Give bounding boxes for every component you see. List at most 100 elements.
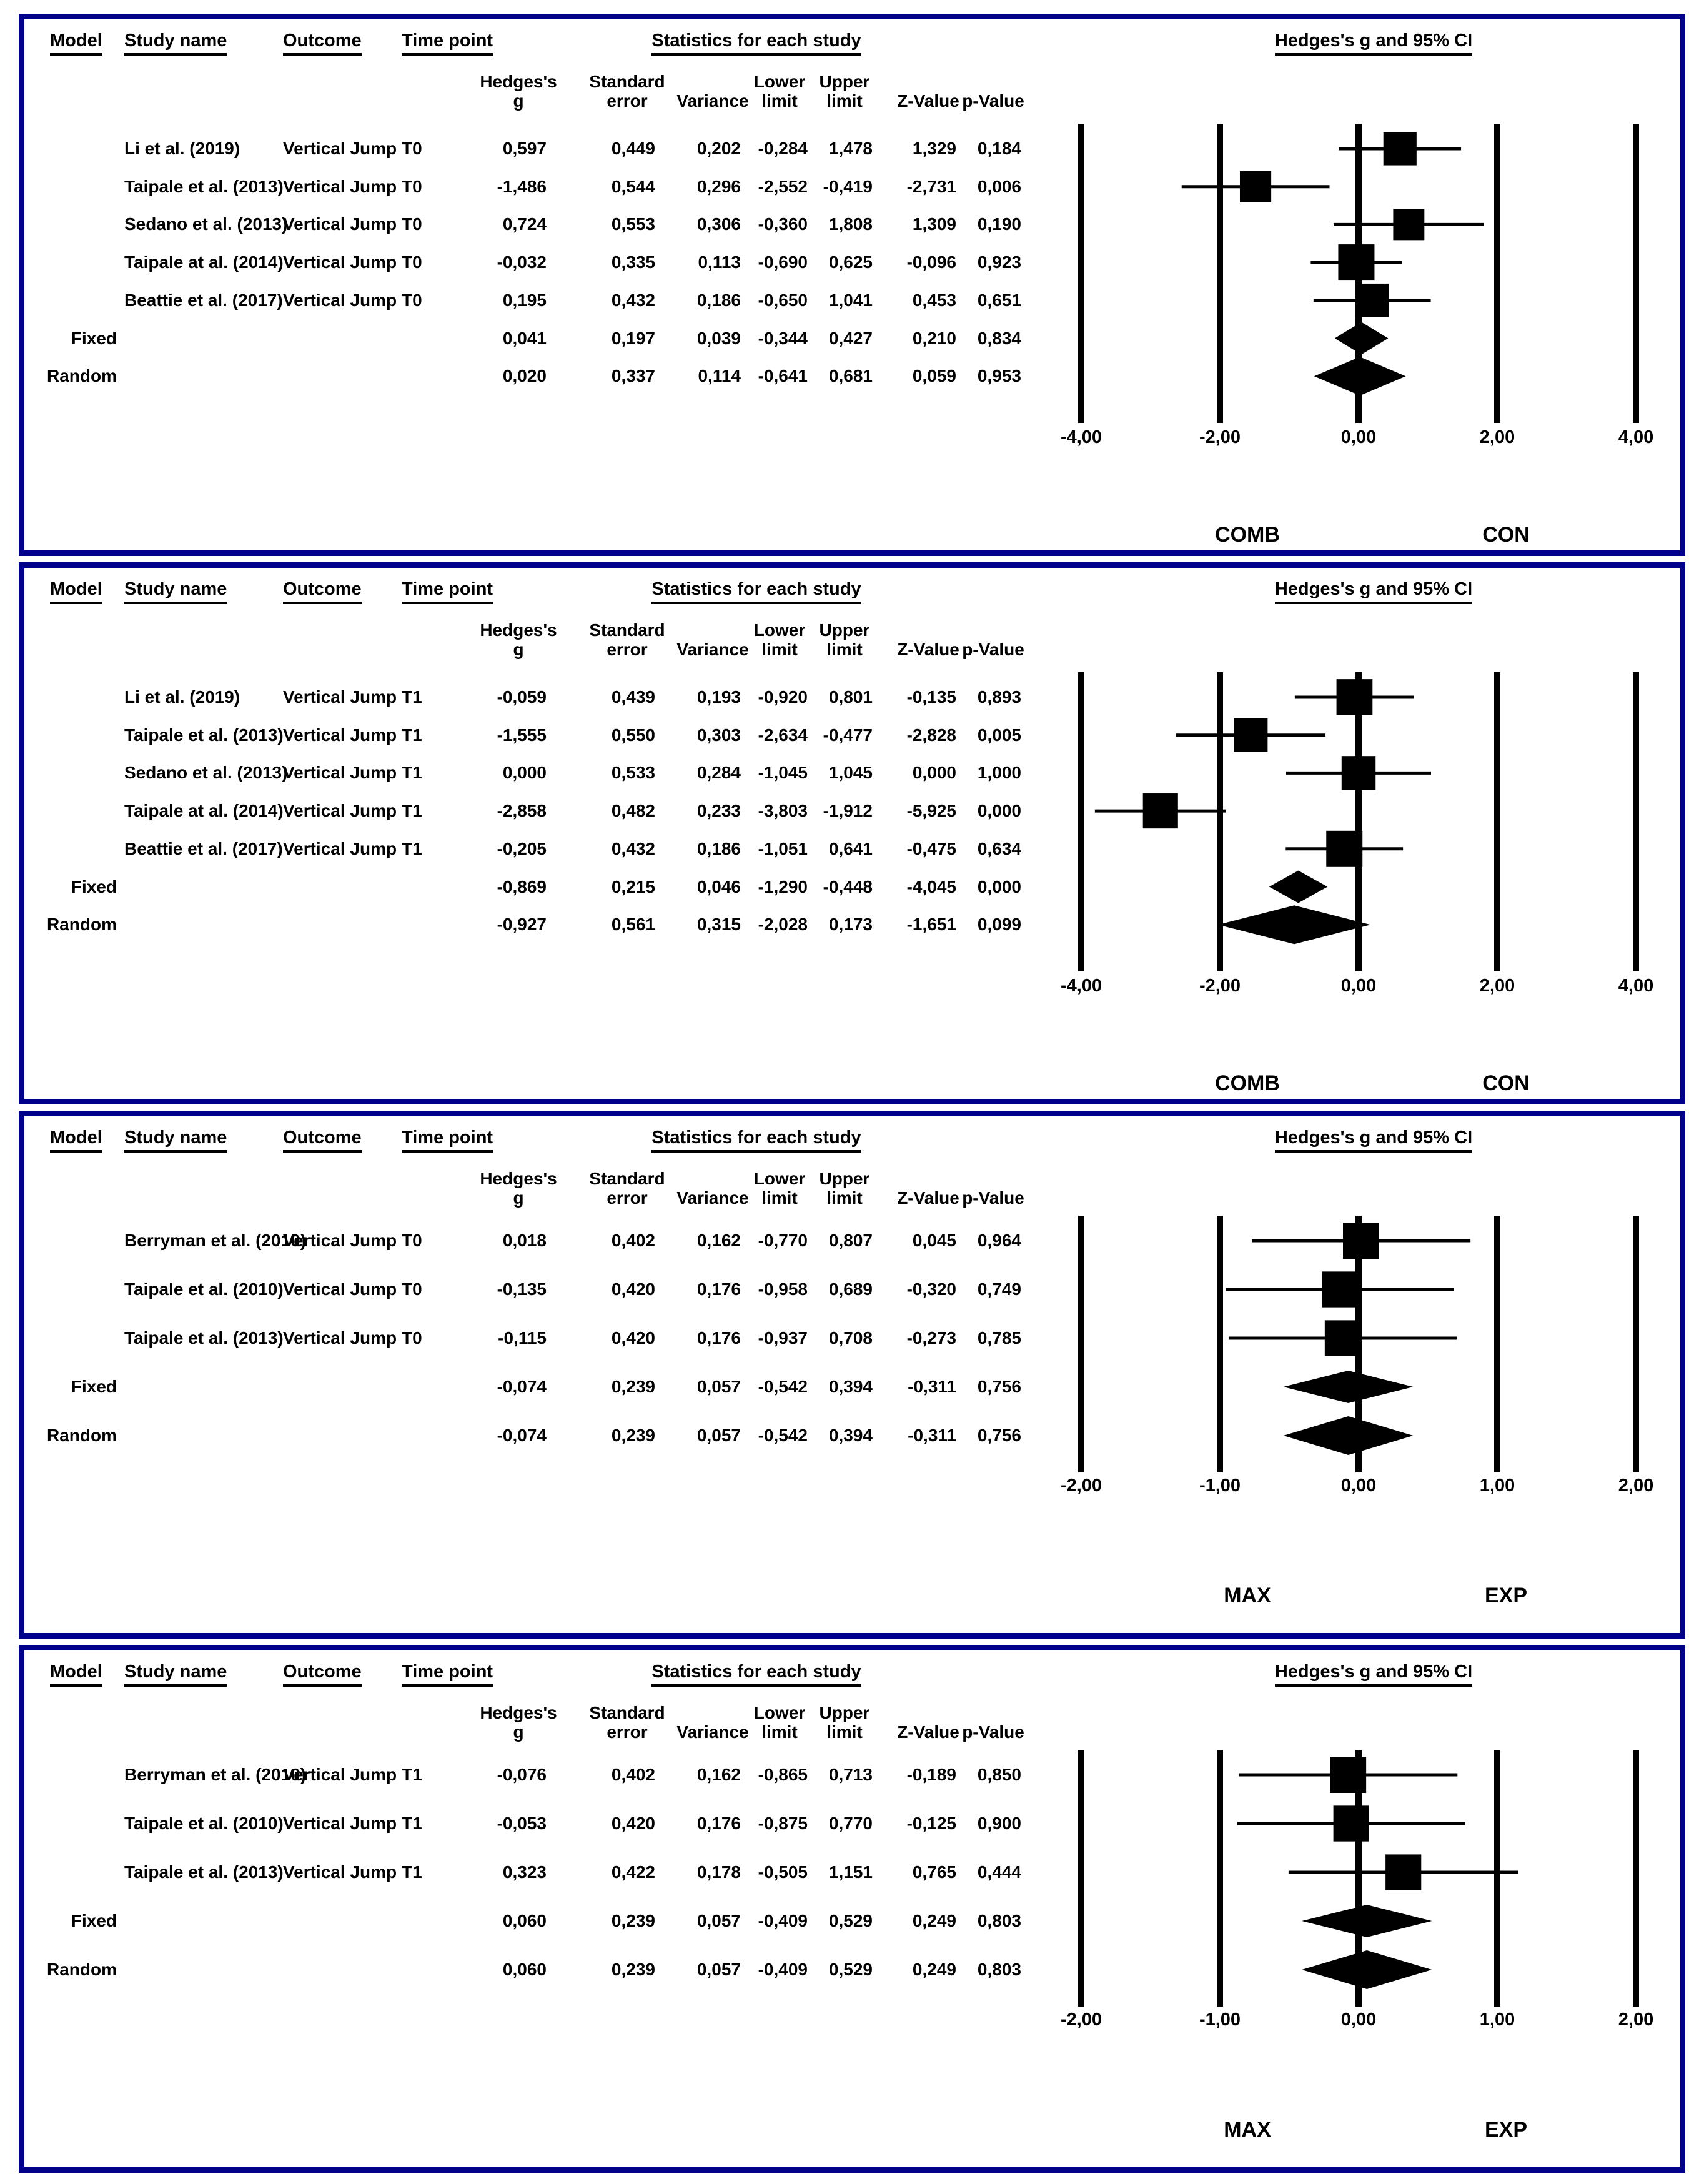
axis-tick-label: -1,00	[1199, 2010, 1241, 2030]
axis-tick-label: -4,00	[1061, 427, 1102, 447]
g-value-cell: -0,205	[497, 838, 547, 858]
study-name-cell: Sedano et al. (2013)	[124, 763, 288, 783]
lower-value-cell: -0,937	[758, 1328, 808, 1348]
fixed-model-diamond	[1334, 322, 1389, 355]
upper-value-cell: -1,912	[823, 801, 873, 821]
fixed-model-diamond	[1283, 1371, 1414, 1403]
column-header-model-wrap: Model	[50, 1662, 102, 1687]
lower-value-cell: -0,542	[758, 1426, 808, 1445]
outcome-cell: Vertical Jump	[283, 725, 397, 745]
lower-value-cell: -1,051	[758, 838, 808, 858]
study-name-cell: Berryman et al. (2010)	[124, 1765, 307, 1784]
model-cell: Fixed	[71, 876, 117, 896]
variance-value-cell: 0,057	[696, 1911, 741, 1930]
stat-column-header: Hedges's g	[480, 620, 557, 659]
stats-title-wrap: Statistics for each study	[569, 579, 944, 604]
effect-size-square	[1338, 244, 1375, 281]
column-header-time-point-wrap: Time point	[402, 1662, 493, 1687]
lower-value-cell: -0,284	[758, 139, 808, 158]
lower-value-cell: -2,028	[758, 915, 808, 935]
g-value-cell: -0,059	[497, 687, 547, 707]
column-header-outcome-wrap: Outcome	[283, 579, 362, 604]
column-header-study-name: Study name	[124, 1128, 227, 1153]
stat-column-header: Variance	[676, 1188, 749, 1208]
upper-value-cell: 0,689	[828, 1279, 873, 1299]
outcome-cell: Vertical Jump	[283, 1279, 397, 1299]
variance-value-cell: 0,186	[696, 838, 741, 858]
group-label-right: EXP	[1485, 2118, 1527, 2142]
forest-plot: -2,00 -1,00 0,00 1,00 2,00 MAX EXP	[1061, 1216, 1653, 1607]
stat-column-header: Upper limit	[819, 1703, 870, 1742]
se-value-cell: 0,544	[611, 176, 655, 196]
lower-value-cell: -2,552	[758, 176, 808, 196]
z-value-cell: -0,311	[908, 1426, 956, 1445]
outcome-cell: Vertical Jump	[283, 1862, 397, 1882]
plot-title-wrap: Hedges's g and 95% CI	[1155, 579, 1592, 604]
lower-value-cell: -1,045	[758, 763, 808, 783]
study-name-cell: Taipale at al. (2014)	[124, 801, 284, 821]
axis-tick-label: -2,00	[1199, 427, 1241, 447]
variance-value-cell: 0,186	[696, 290, 741, 310]
lower-value-cell: -3,803	[758, 801, 808, 821]
z-value-cell: 0,453	[912, 290, 956, 310]
study-name-cell: Taipale et al. (2010)	[124, 1814, 284, 1833]
g-value-cell: 0,018	[502, 1231, 547, 1250]
se-value-cell: 0,432	[611, 290, 655, 310]
effect-size-square	[1330, 1757, 1367, 1793]
p-value-cell: 0,923	[977, 252, 1021, 272]
z-value-cell: -0,096	[906, 252, 956, 272]
upper-value-cell: 0,807	[828, 1231, 873, 1250]
effect-size-square	[1385, 1854, 1422, 1890]
model-cell: Random	[47, 1960, 117, 1979]
stat-column-header: Upper limit	[819, 620, 870, 659]
column-header-model-wrap: Model	[50, 1128, 102, 1153]
g-value-cell: 0,060	[502, 1911, 547, 1930]
fixed-model-diamond	[1302, 1905, 1432, 1937]
outcome-cell: Vertical Jump	[283, 1231, 397, 1250]
column-header-study-name: Study name	[124, 579, 227, 604]
outcome-cell: Vertical Jump	[283, 176, 397, 196]
stat-column-header: p-Value	[962, 640, 1024, 659]
time-point-cell: T0	[402, 1279, 422, 1299]
column-header-time-point: Time point	[402, 579, 493, 604]
column-header-time-point: Time point	[402, 31, 493, 56]
upper-value-cell: 0,708	[828, 1328, 873, 1348]
stat-column-header: Standard error	[589, 620, 665, 659]
axis-tick-label: -2,00	[1199, 976, 1241, 996]
variance-value-cell: 0,162	[696, 1231, 741, 1250]
stat-column-header: Lower limit	[753, 620, 806, 659]
stats-section-title: Statistics for each study	[651, 31, 861, 56]
study-name-cell: Li et al. (2019)	[124, 687, 240, 707]
model-cell: Fixed	[71, 1377, 117, 1396]
z-value-cell: 0,210	[912, 328, 956, 348]
outcome-cell: Vertical Jump	[283, 214, 397, 234]
study-name-cell: Taipale et al. (2013)	[124, 1328, 284, 1348]
column-header-outcome-wrap: Outcome	[283, 1662, 362, 1687]
column-header-outcome: Outcome	[283, 579, 362, 604]
column-header-outcome-wrap: Outcome	[283, 1128, 362, 1153]
group-label-left: COMB	[1215, 1071, 1280, 1095]
column-header-study-name-wrap: Study name	[124, 31, 227, 56]
lower-value-cell: -0,650	[758, 290, 808, 310]
variance-value-cell: 0,176	[696, 1814, 741, 1833]
plot-title-wrap: Hedges's g and 95% CI	[1155, 31, 1592, 56]
upper-value-cell: 0,713	[828, 1765, 873, 1784]
model-cell: Fixed	[71, 328, 117, 348]
stat-column-header: Standard error	[589, 1703, 665, 1742]
g-value-cell: 0,597	[502, 139, 547, 158]
z-value-cell: -1,651	[906, 915, 956, 935]
variance-value-cell: 0,057	[696, 1426, 741, 1445]
stat-column-header: Hedges's g	[480, 72, 557, 111]
variance-value-cell: 0,046	[696, 876, 741, 896]
column-header-study-name-wrap: Study name	[124, 579, 227, 604]
effect-size-square	[1333, 1805, 1369, 1842]
effect-size-square	[1326, 830, 1363, 867]
axis-tick-label: -4,00	[1061, 976, 1102, 996]
z-value-cell: 1,329	[912, 139, 956, 158]
variance-value-cell: 0,176	[696, 1279, 741, 1299]
variance-value-cell: 0,114	[698, 366, 741, 386]
se-value-cell: 0,197	[611, 328, 655, 348]
lower-value-cell: -0,409	[758, 1911, 808, 1930]
variance-value-cell: 0,303	[696, 725, 741, 745]
